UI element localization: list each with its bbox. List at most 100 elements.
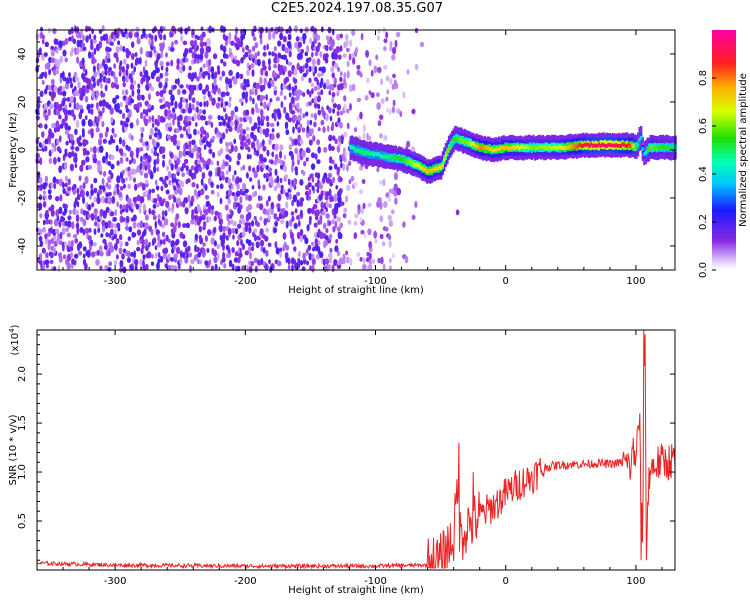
heatmap-cell bbox=[139, 258, 143, 266]
ridge-segment bbox=[549, 146, 552, 150]
ridge-segment bbox=[472, 142, 476, 147]
heatmap-cell bbox=[196, 44, 199, 51]
heatmap-cell bbox=[274, 168, 278, 176]
heatmap-cell bbox=[140, 112, 144, 120]
heatmap-cell bbox=[222, 243, 225, 251]
heatmap-cell bbox=[93, 196, 98, 203]
heatmap-cell bbox=[93, 228, 97, 236]
heatmap-cell bbox=[365, 50, 369, 58]
heatmap-cell bbox=[124, 28, 128, 35]
heatmap-cell bbox=[199, 46, 205, 55]
heatmap-cell bbox=[73, 114, 76, 121]
heatmap-cell bbox=[319, 51, 323, 58]
heatmap-cell bbox=[299, 228, 304, 236]
heatmap-cell bbox=[384, 227, 389, 232]
heatmap-cell bbox=[43, 52, 48, 57]
heatmap-cell bbox=[382, 263, 386, 271]
heatmap-cell bbox=[70, 252, 73, 258]
heatmap-cell bbox=[82, 219, 87, 227]
ridge-segment bbox=[655, 146, 658, 151]
heatmap-cell bbox=[202, 242, 206, 247]
ridge-segment bbox=[446, 149, 449, 154]
heatmap-cell bbox=[127, 236, 131, 242]
heatmap-cell bbox=[321, 210, 326, 216]
heatmap-cell bbox=[222, 225, 226, 233]
heatmap-cell bbox=[62, 97, 67, 102]
heatmap-cell bbox=[161, 41, 165, 49]
heatmap-cell bbox=[308, 90, 312, 98]
heatmap-cell bbox=[182, 40, 188, 46]
ridge-segment bbox=[471, 141, 474, 146]
heatmap-cell bbox=[113, 232, 117, 240]
heatmap-cell bbox=[316, 58, 321, 66]
heatmap-cell bbox=[168, 238, 171, 244]
heatmap-cell bbox=[257, 116, 260, 122]
heatmap-cell bbox=[273, 159, 278, 166]
heatmap-cell bbox=[101, 178, 105, 185]
heatmap-cell bbox=[351, 52, 355, 58]
heatmap-cell bbox=[345, 33, 349, 41]
heatmap-cell bbox=[86, 78, 92, 86]
heatmap-cell bbox=[191, 139, 196, 146]
heatmap-cell bbox=[247, 194, 252, 202]
heatmap-cell bbox=[198, 83, 203, 91]
heatmap-cell bbox=[276, 108, 281, 117]
heatmap-cell bbox=[98, 110, 103, 117]
ridge-segment bbox=[505, 145, 508, 150]
ridge-segment bbox=[547, 144, 551, 149]
heatmap-cell bbox=[225, 128, 229, 134]
heatmap-cell bbox=[248, 154, 252, 160]
heatmap-cell bbox=[222, 251, 226, 259]
heatmap-cell bbox=[48, 239, 52, 246]
ridge-segment bbox=[637, 142, 640, 147]
ridge-segment bbox=[432, 167, 435, 172]
heatmap-cell bbox=[39, 176, 43, 184]
heatmap-cell bbox=[334, 203, 339, 211]
heatmap-cell bbox=[48, 149, 52, 157]
heatmap-cell bbox=[107, 176, 112, 184]
heatmap-cell bbox=[87, 213, 91, 219]
heatmap-cell bbox=[173, 154, 178, 161]
heatmap-cell bbox=[254, 88, 258, 96]
heatmap-cell bbox=[149, 171, 154, 180]
ridge-segment bbox=[371, 151, 374, 156]
heatmap-cell bbox=[309, 119, 313, 126]
heatmap-cell bbox=[98, 132, 104, 139]
heatmap-cell bbox=[285, 192, 289, 197]
heatmap-cell bbox=[302, 252, 306, 261]
heatmap-cell bbox=[48, 84, 52, 91]
heatmap-cell bbox=[271, 128, 275, 133]
heatmap-cell bbox=[346, 184, 351, 192]
heatmap-cell bbox=[319, 231, 324, 240]
heatmap-cell bbox=[64, 129, 70, 135]
heatmap-cell bbox=[139, 137, 144, 144]
heatmap-cell bbox=[307, 195, 312, 201]
heatmap-cell bbox=[249, 251, 252, 260]
y-tick-label: 20 bbox=[17, 96, 28, 109]
ridge-segment bbox=[540, 144, 543, 149]
heatmap-cell bbox=[92, 38, 97, 44]
heatmap-cell bbox=[184, 120, 189, 128]
heatmap-cell bbox=[85, 190, 90, 197]
ridge-segment bbox=[455, 137, 458, 141]
heatmap-cell bbox=[262, 128, 266, 135]
heatmap-cell bbox=[246, 69, 250, 76]
heatmap-cell bbox=[114, 259, 118, 266]
heatmap-cell bbox=[253, 147, 257, 153]
ridge-segment bbox=[621, 142, 624, 147]
heatmap-cell bbox=[96, 78, 100, 87]
heatmap-cell bbox=[122, 169, 125, 176]
heatmap-cell bbox=[100, 195, 106, 204]
heatmap-cell bbox=[259, 203, 264, 211]
heatmap-cell bbox=[247, 138, 251, 146]
heatmap-cell bbox=[265, 249, 269, 257]
heatmap-cell bbox=[184, 197, 188, 204]
heatmap-cell bbox=[360, 32, 364, 41]
heatmap-cell bbox=[285, 244, 290, 251]
heatmap-cell bbox=[288, 92, 292, 98]
heatmap-cell bbox=[128, 132, 132, 140]
heatmap-cell bbox=[297, 127, 301, 134]
heatmap-cell bbox=[145, 83, 150, 91]
heatmap-cell bbox=[123, 58, 127, 65]
heatmap-cell bbox=[178, 102, 183, 110]
